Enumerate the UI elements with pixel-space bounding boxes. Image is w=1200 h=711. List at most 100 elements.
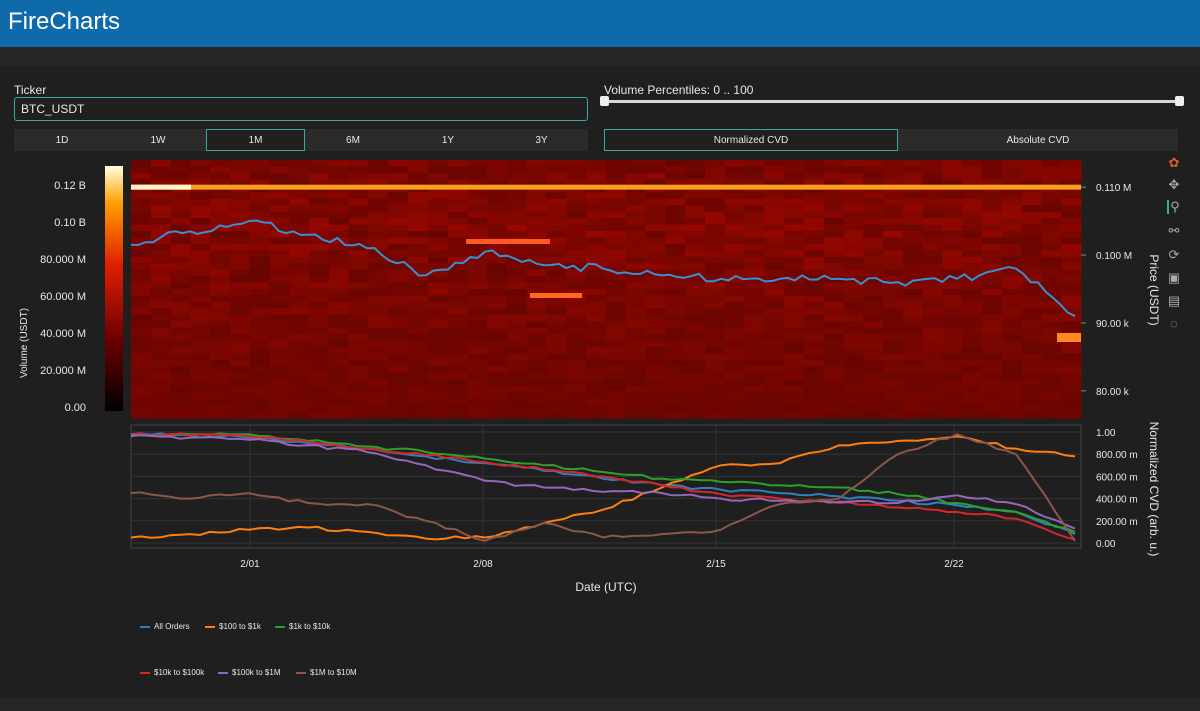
heatmap-cell xyxy=(784,353,805,361)
heatmap-cell xyxy=(902,256,924,264)
heatmap-cell xyxy=(131,230,152,238)
heatmap-cell xyxy=(784,321,805,329)
heatmap-cell xyxy=(190,205,211,213)
heatmap-cell xyxy=(724,295,746,303)
heatmap-cell xyxy=(249,276,271,284)
heatmap-cell xyxy=(210,327,231,335)
timeframe-6m-button[interactable]: 6M xyxy=(305,129,401,151)
legend-10k-to-100k[interactable]: $10k to $100k xyxy=(140,668,204,677)
heatmap-cell xyxy=(724,282,746,290)
zoom-icon[interactable]: ⚲ xyxy=(1167,200,1181,214)
heatmap-cell xyxy=(546,205,567,213)
heatmap-cell xyxy=(883,347,904,354)
heatmap-cell xyxy=(210,379,231,387)
heatmap-cell xyxy=(507,289,528,296)
heatmap-cell xyxy=(427,392,449,400)
heatmap-cell xyxy=(388,192,409,200)
heatmap-cell xyxy=(1041,192,1062,200)
pan-icon[interactable]: ✥ xyxy=(1168,177,1180,192)
legend-1m-to-10m[interactable]: $1M to $10M xyxy=(296,668,357,677)
heatmap-cell xyxy=(685,334,706,342)
heatmap-cell xyxy=(586,263,607,271)
heatmap-cell xyxy=(962,243,983,251)
absolute-cvd-button[interactable]: Absolute CVD xyxy=(898,129,1178,151)
heatmap-cell xyxy=(922,321,943,329)
spike-icon[interactable]: ◌ xyxy=(1170,316,1178,331)
timeframe-1d-button[interactable]: 1D xyxy=(14,129,110,151)
heatmap-cell xyxy=(408,211,429,219)
heatmap-cell xyxy=(764,392,785,400)
heatmap-cell xyxy=(823,237,844,245)
heatmap-cell xyxy=(309,160,330,167)
heatmap-cell xyxy=(625,379,647,387)
legend-all-orders[interactable]: All Orders xyxy=(140,622,190,631)
heatmap-cell xyxy=(348,263,369,271)
legend-1k-to-10k[interactable]: $1k to $10k xyxy=(275,622,330,631)
heatmap-cell xyxy=(368,256,389,264)
timeframe-3y-button[interactable]: 3Y xyxy=(495,129,588,151)
heatmap-cell xyxy=(526,398,548,406)
heatmap-cell xyxy=(823,340,844,348)
heatmap-cell xyxy=(665,250,686,258)
heatmap-cell xyxy=(982,314,1003,322)
heatmap-cell xyxy=(1041,411,1062,419)
heatmap-cell xyxy=(170,192,191,200)
heatmap-cell xyxy=(744,301,765,309)
heatmap-cell xyxy=(427,211,449,219)
heatmap-cell xyxy=(328,256,350,264)
heatmap-cell xyxy=(566,347,587,354)
heatmap-cell xyxy=(190,366,211,374)
logo-icon[interactable]: ✿ xyxy=(1168,155,1180,170)
heatmap-cell xyxy=(724,385,746,393)
heatmap-cell xyxy=(704,289,726,296)
colorbar xyxy=(105,166,123,411)
heatmap-cell xyxy=(526,230,548,238)
slider-min-handle[interactable] xyxy=(600,96,609,106)
timeframe-1y-button[interactable]: 1Y xyxy=(401,129,495,151)
normalized-cvd-button[interactable]: Normalized CVD xyxy=(604,129,898,151)
volume-percentiles-slider[interactable] xyxy=(604,100,1182,103)
heatmap-cell xyxy=(1001,295,1023,303)
heatmap-cell xyxy=(764,243,785,251)
ticker-input[interactable] xyxy=(14,97,588,121)
heatmap-cell xyxy=(724,179,746,187)
reset-icon[interactable]: ⟳ xyxy=(1168,247,1180,262)
heatmap-cell xyxy=(526,321,548,329)
heatmap-cell xyxy=(1061,282,1082,290)
legend-100k-to-1m[interactable]: $100k to $1M xyxy=(218,668,280,677)
timeframe-1w-button[interactable]: 1W xyxy=(110,129,206,151)
heatmap-cell xyxy=(784,372,805,380)
heatmap-cell xyxy=(982,160,1003,167)
heatmap-cell xyxy=(803,243,825,251)
heatmap-cell xyxy=(942,250,963,258)
heatmap-cell xyxy=(368,243,389,251)
heatmap-cell xyxy=(210,321,231,329)
heatmap-cell xyxy=(190,327,211,335)
hover-icon[interactable]: ▤ xyxy=(1167,293,1181,308)
slider-max-handle[interactable] xyxy=(1175,96,1184,106)
heatmap-cell xyxy=(606,218,627,225)
timeframe-1m-button[interactable]: 1M xyxy=(206,129,305,151)
heatmap-cell xyxy=(606,372,627,380)
legend-100-to-1k[interactable]: $100 to $1k xyxy=(205,622,261,631)
heatmap-cell xyxy=(388,282,409,290)
heatmap-cell xyxy=(467,289,488,296)
heatmap-cell xyxy=(883,321,904,329)
heatmap-cell xyxy=(922,269,943,277)
heatmap-cell xyxy=(170,256,191,264)
heatmap-cell xyxy=(1001,340,1023,348)
save-icon[interactable]: ▣ xyxy=(1167,270,1181,285)
heatmap-cell xyxy=(606,321,627,329)
compare-icon[interactable]: ⚯ xyxy=(1168,223,1180,238)
heatmap-cell xyxy=(823,411,844,419)
heatmap-cell xyxy=(843,372,864,380)
heatmap-cell xyxy=(863,282,884,290)
heatmap-cell xyxy=(1061,250,1082,258)
heatmap-cell xyxy=(447,289,468,296)
heatmap-cell xyxy=(803,179,825,187)
heatmap-cell xyxy=(507,379,528,387)
heatmap-cell xyxy=(704,269,726,277)
heatmap-cell xyxy=(803,366,825,374)
heatmap-cell xyxy=(1061,308,1082,316)
heatmap-cell xyxy=(309,211,330,219)
